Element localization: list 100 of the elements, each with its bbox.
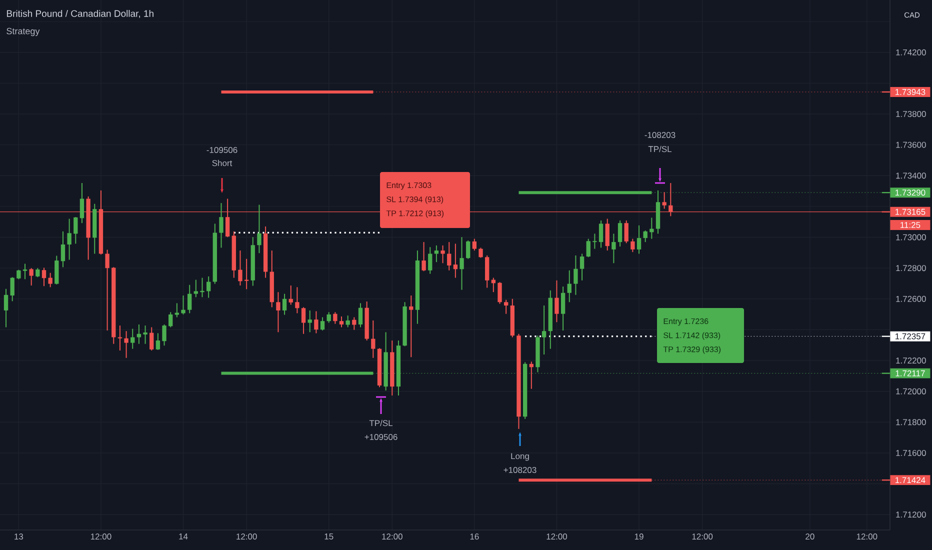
candlestick	[560, 286, 566, 331]
candlestick	[181, 295, 186, 315]
candlestick	[485, 254, 490, 288]
candlestick	[80, 182, 84, 224]
candlestick	[371, 320, 376, 358]
candlestick	[612, 233, 616, 264]
candlestick	[16, 269, 21, 280]
candlestick	[478, 247, 483, 258]
annotation: SL 1.7394 (913)	[386, 196, 444, 204]
candlestick	[605, 218, 610, 252]
annotation: Entry 1.7236	[664, 318, 708, 326]
candlestick	[428, 246, 432, 274]
x-tick-label: 16	[470, 534, 479, 540]
candlestick	[188, 284, 192, 314]
candlestick	[162, 324, 166, 346]
y-tick-label: 1.72200	[896, 358, 926, 364]
candlestick	[130, 328, 135, 350]
text: British Pound / Canadian Dollar, 1h	[6, 10, 154, 18]
y-tick-label: 1.72000	[896, 388, 926, 394]
annotation: TP 1.7212 (913)	[386, 210, 444, 218]
annotation: Long	[511, 453, 529, 461]
candlestick	[643, 230, 648, 243]
x-tick-label: 13	[14, 534, 24, 540]
candlestick	[650, 217, 654, 240]
y-tick-label: 1.71600	[896, 450, 926, 456]
candlestick	[624, 220, 628, 244]
candlestick	[326, 312, 331, 324]
x-tick-label: 14	[179, 534, 188, 540]
candlestick	[542, 305, 546, 356]
y-tick-label: 1.71800	[896, 419, 926, 426]
candlestick	[257, 204, 262, 254]
candlestick	[504, 299, 508, 314]
x-tick-label: 12:00	[692, 534, 713, 540]
annotation: -109506	[206, 146, 238, 153]
candlestick	[238, 250, 242, 286]
candlestick	[36, 268, 40, 278]
candlestick	[662, 192, 666, 210]
candlestick	[206, 276, 211, 298]
candlestick	[74, 216, 78, 244]
candlestick	[440, 244, 445, 264]
x-tick-label: 15	[324, 534, 334, 540]
candlestick	[554, 280, 559, 323]
y-tick-label: 1.73400	[896, 172, 926, 179]
candlestick	[295, 286, 300, 314]
y-tick-label: 1.73600	[896, 142, 926, 148]
candlestick	[567, 270, 572, 303]
annotation: SL 1.7142 (933)	[664, 332, 720, 340]
x-tick-label: 12:00	[236, 534, 257, 540]
candlestick	[4, 288, 8, 328]
candlestick	[460, 236, 464, 290]
candlestick	[630, 238, 635, 253]
ref-line-label: 1.73943	[895, 88, 926, 95]
ref-line-label: 1.73165	[895, 208, 926, 215]
candlestick	[574, 254, 578, 296]
candlestick	[409, 295, 414, 358]
candlestick	[472, 238, 477, 252]
candlestick	[618, 220, 622, 248]
x-tick-label: 12:00	[90, 534, 112, 540]
candlestick	[276, 292, 280, 333]
candlestick	[308, 310, 312, 333]
annotation: +108203	[504, 466, 536, 474]
ref-line-label: 1.71424	[895, 477, 926, 484]
candlestick	[288, 284, 293, 306]
candlestick	[60, 230, 66, 268]
y-tick-label: 1.73800	[896, 111, 926, 118]
ref-line-label: 1.73290	[895, 190, 926, 196]
x-tick-label: 20	[806, 534, 814, 540]
candlestick	[333, 312, 338, 324]
annotation: +109506	[364, 434, 398, 440]
candlestick	[67, 218, 72, 260]
candlestick	[434, 244, 439, 263]
x-tick-label: 19	[634, 534, 644, 540]
candlestick	[339, 316, 344, 328]
text: 11:25	[900, 222, 920, 228]
candlestick	[168, 312, 173, 328]
candlestick	[598, 220, 604, 248]
candlestick	[498, 282, 502, 304]
candlestick	[143, 325, 148, 344]
annotation: TP/SL	[648, 146, 672, 152]
ref-line-label: 1.72117	[896, 370, 925, 376]
candlestick	[219, 202, 224, 248]
candlestick	[453, 243, 458, 278]
text: Strategy	[6, 28, 40, 36]
candlestick	[636, 224, 642, 254]
candlestick	[156, 332, 160, 350]
candlestick	[105, 249, 110, 331]
candlestick	[301, 306, 306, 334]
candlestick	[346, 315, 350, 328]
candlestick	[150, 326, 154, 352]
candlestick	[194, 279, 198, 298]
candlestick	[10, 276, 14, 302]
y-tick-label: 1.73000	[896, 234, 926, 240]
candlestick	[422, 242, 426, 272]
x-tick-label: 12:00	[382, 534, 402, 540]
y-tick-label: 1.72600	[896, 296, 926, 302]
annotation: TP 1.7329 (933)	[663, 346, 721, 354]
candlestick	[592, 233, 597, 250]
candlestick	[124, 330, 128, 358]
x-tick-label: 12:00	[856, 534, 878, 540]
candlestick	[466, 240, 470, 260]
